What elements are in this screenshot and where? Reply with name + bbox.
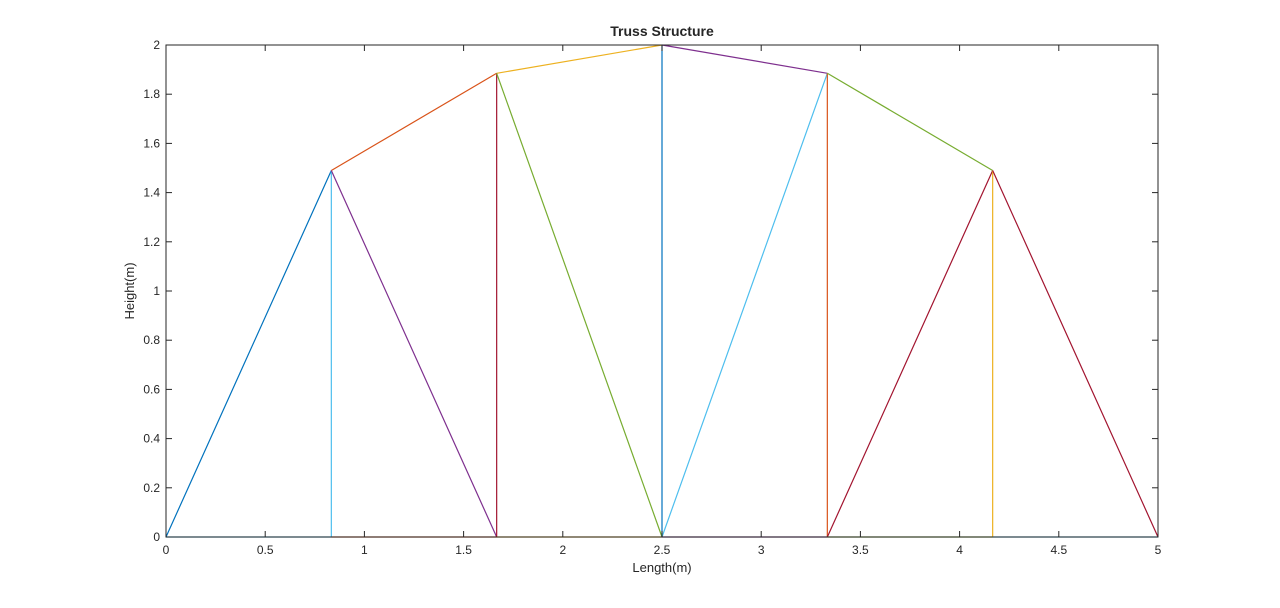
y-tick-label: 0.4	[143, 432, 160, 446]
x-tick-label: 1	[361, 543, 368, 557]
y-tick-label: 0.2	[143, 481, 160, 495]
x-tick-label: 3	[758, 543, 765, 557]
y-tick-label: 1.8	[143, 87, 160, 101]
truss-member-5	[330, 170, 498, 538]
x-axis-label: Length(m)	[632, 560, 691, 575]
x-tick-label: 4.5	[1050, 543, 1067, 557]
x-tick-label: 0	[163, 543, 170, 557]
truss-member-13	[661, 73, 828, 538]
x-tick-label: 3.5	[852, 543, 869, 557]
y-tick-label: 1.2	[143, 235, 160, 249]
tick-layer: 0 0.5 1 1.5 2 2.5 3 3.5 4 4.5 5 0 0.2 0.4 0.6 0.8 1 1.2 1.…	[143, 38, 1161, 557]
y-tick-label: 0.8	[143, 333, 160, 347]
y-tick-label: 1.6	[143, 136, 160, 150]
truss-member-1	[165, 170, 332, 538]
truss-member-16	[827, 72, 993, 171]
series-layer	[165, 44, 1159, 538]
x-tick-label: 5	[1155, 543, 1162, 557]
y-tick-label: 2	[153, 38, 160, 52]
x-tick-label: 4	[956, 543, 963, 557]
y-tick-label: 1	[153, 284, 160, 298]
y-tick-label: 0.6	[143, 382, 160, 396]
y-tick-label: 0	[153, 530, 160, 544]
chart-title: Truss Structure	[610, 23, 714, 39]
truss-member-9	[496, 73, 663, 538]
x-tick-label: 2.5	[654, 543, 671, 557]
truss-member-12	[661, 44, 828, 74]
y-axis-label: Height(m)	[122, 262, 137, 319]
truss-member-8	[496, 44, 663, 74]
x-tick-label: 0.5	[257, 543, 274, 557]
truss-member-20	[992, 170, 1159, 538]
x-tick-label: 1.5	[455, 543, 472, 557]
truss-member-4	[331, 72, 497, 171]
x-tick-label: 2	[559, 543, 566, 557]
y-tick-label: 1.4	[143, 186, 160, 200]
truss-member-17	[826, 170, 994, 538]
